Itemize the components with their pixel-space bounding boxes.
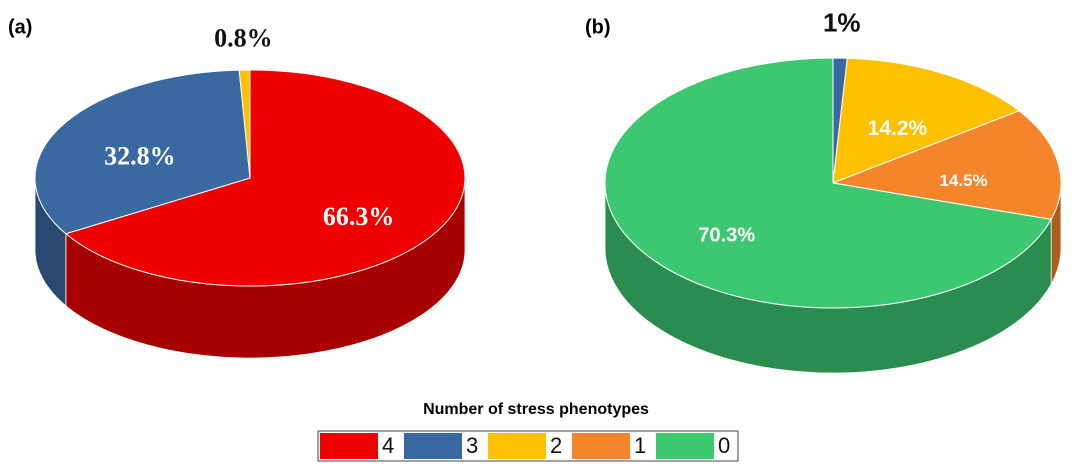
data-label: 14.5% <box>939 171 987 190</box>
legend-swatch <box>404 433 462 459</box>
panel-title: (a) <box>8 16 32 38</box>
data-label: 14.2% <box>868 117 928 140</box>
data-label: 1% <box>823 7 861 37</box>
legend-swatch <box>488 433 546 459</box>
legend-title: Number of stress phenotypes <box>423 401 649 418</box>
legend-label: 4 <box>382 433 394 458</box>
pie-slice <box>832 57 1021 184</box>
legend-label: 2 <box>550 433 562 458</box>
data-label: 32.8% <box>104 142 176 171</box>
legend-label: 3 <box>466 433 478 458</box>
pie-slice <box>238 69 251 179</box>
legend-label: 0 <box>718 433 730 458</box>
pie-slice <box>34 69 251 235</box>
legend-box <box>317 430 739 462</box>
legend-swatch <box>656 433 714 459</box>
data-label: 0.8% <box>214 23 273 52</box>
legend-swatch <box>320 433 378 459</box>
legend-swatch <box>572 433 630 459</box>
data-label: 70.3% <box>698 224 755 246</box>
panel-title: (b) <box>585 16 611 38</box>
pie-slice <box>64 69 466 287</box>
legend-label: 1 <box>634 433 646 458</box>
data-label: 66.3% <box>323 202 395 231</box>
pie-slice <box>604 57 1052 309</box>
